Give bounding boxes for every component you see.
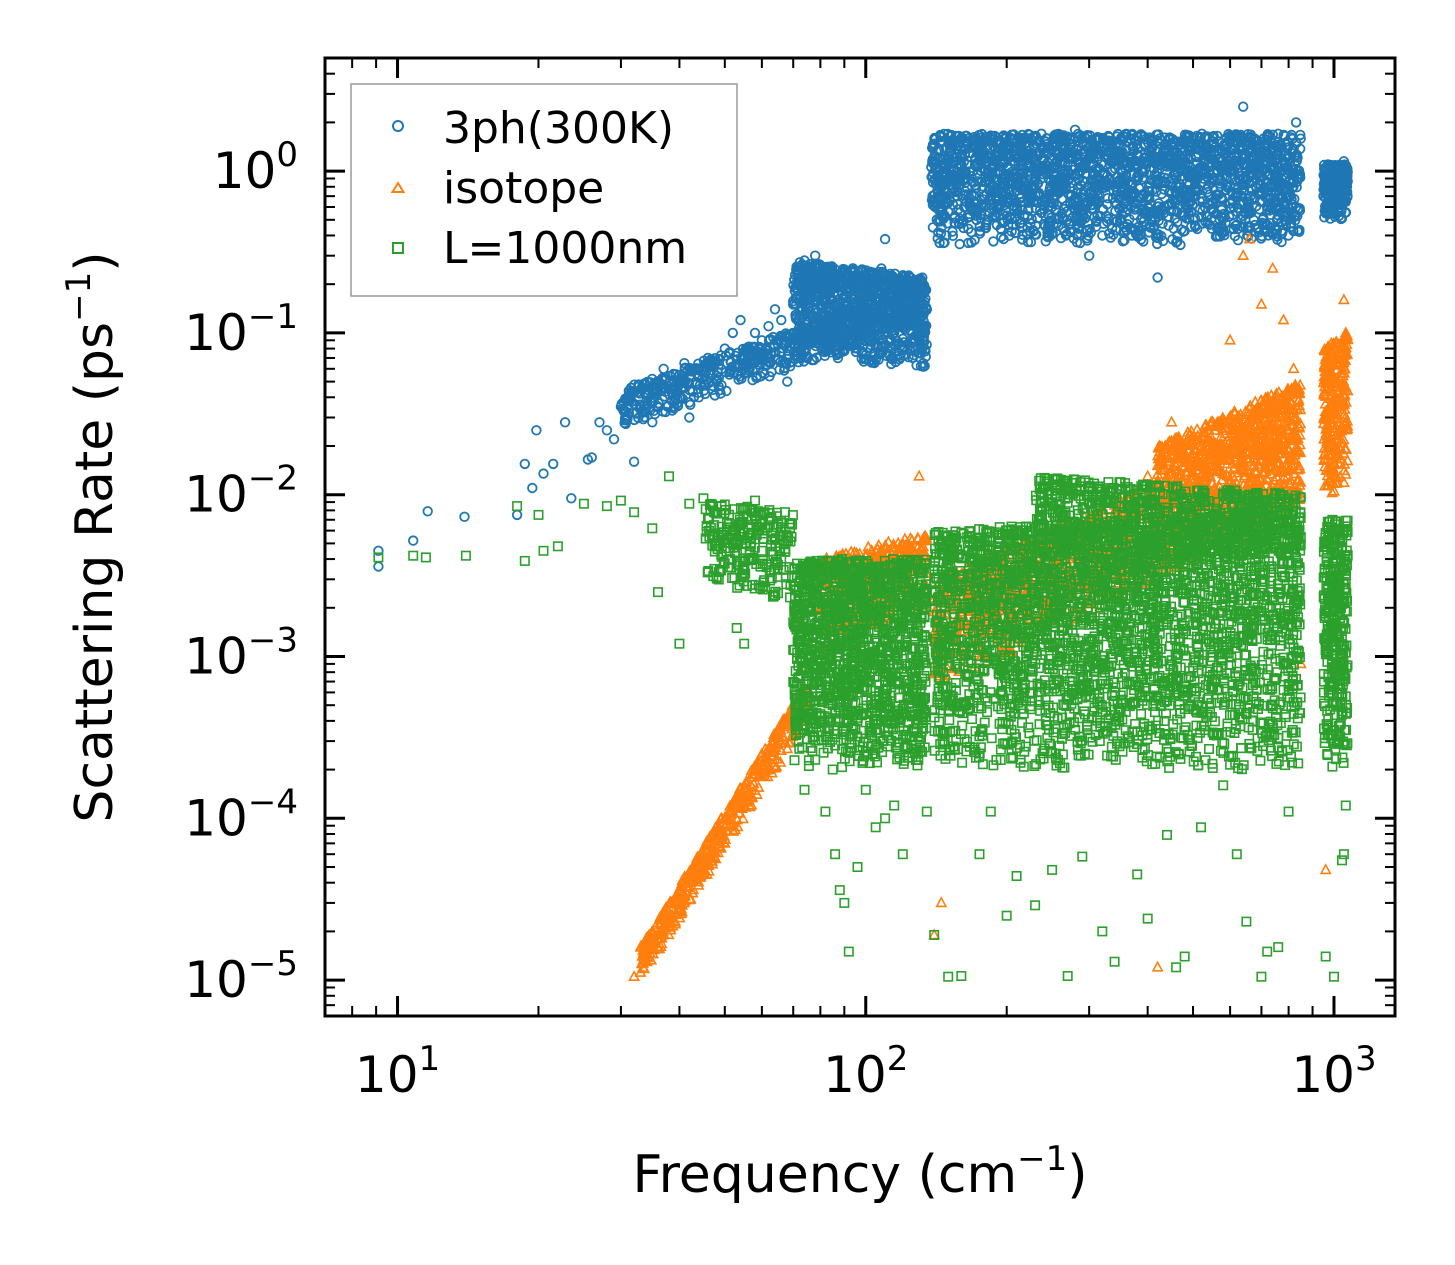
data-point <box>780 358 792 370</box>
plot-marks <box>373 101 1354 982</box>
series-circle <box>373 101 1353 572</box>
data-point <box>763 345 774 356</box>
data-point <box>774 347 786 358</box>
data-point <box>640 407 651 418</box>
data-point <box>645 397 657 409</box>
data-point <box>653 398 664 409</box>
data-point <box>732 347 744 359</box>
data-point <box>622 413 633 425</box>
data-point <box>620 418 631 430</box>
data-point <box>748 351 759 362</box>
data-point <box>774 364 785 375</box>
data-point <box>620 411 631 422</box>
data-point <box>720 350 732 361</box>
data-point <box>729 360 740 371</box>
data-point <box>679 363 691 374</box>
data-point <box>643 385 655 396</box>
data-point <box>790 349 801 361</box>
data-point <box>808 346 820 357</box>
data-point <box>747 365 758 376</box>
data-point <box>781 329 793 341</box>
data-point <box>685 399 696 411</box>
data-point <box>752 359 764 370</box>
data-point <box>714 385 725 396</box>
data-point <box>640 403 651 414</box>
data-point <box>657 406 669 417</box>
data-point <box>629 414 640 426</box>
data-point <box>709 353 721 364</box>
data-point <box>707 384 719 396</box>
data-point <box>633 379 644 390</box>
data-point <box>764 371 775 382</box>
data-point <box>691 363 702 374</box>
data-point <box>736 373 747 384</box>
data-point <box>770 347 781 358</box>
data-point <box>672 393 683 405</box>
data-point <box>728 367 740 378</box>
data-point <box>716 363 727 375</box>
data-point <box>697 373 708 385</box>
